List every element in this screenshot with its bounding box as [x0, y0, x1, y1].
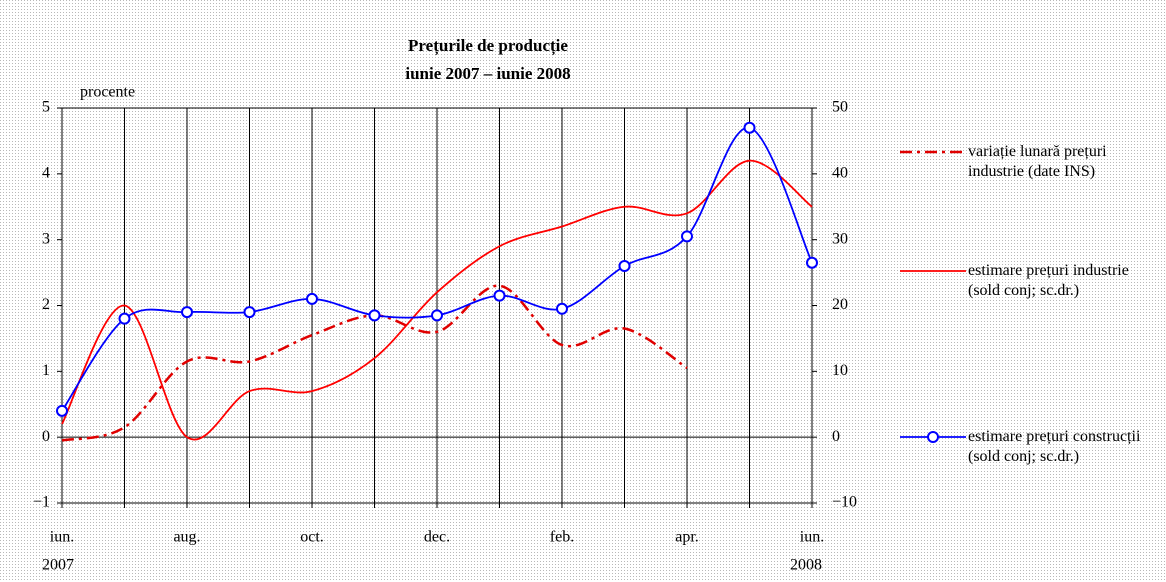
y-tick-label: 2	[42, 296, 50, 313]
data-point	[118, 312, 131, 325]
legend-label: estimare prețuri industrie (sold conj; s…	[968, 262, 1129, 299]
y-tick-label: 3	[42, 230, 50, 247]
data-point	[681, 230, 693, 243]
y2-tick-label: 30	[832, 230, 848, 247]
y2-tick-label: −10	[832, 494, 857, 511]
x-tick-label: oct.	[300, 529, 324, 546]
data-point	[306, 292, 318, 305]
series-line	[61, 159, 813, 441]
x-tick-label: iun.	[50, 529, 74, 546]
x-tick-label: aug.	[173, 529, 200, 546]
data-point	[743, 121, 756, 134]
legend-marker	[927, 431, 939, 443]
y2-tick-label: 20	[832, 296, 848, 313]
chart-subtitle: iunie 2007 – iunie 2008	[405, 64, 570, 83]
legend-label: variație lunară prețuri industrie (date …	[968, 143, 1107, 180]
x-tick-label: feb.	[550, 529, 574, 546]
data-point	[806, 256, 818, 269]
y-tick-label: −1	[33, 494, 50, 511]
legend-label: estimare prețuri construcții (sold conj;…	[968, 428, 1141, 465]
y-tick-label: 1	[42, 362, 50, 379]
data-point	[181, 306, 193, 319]
y2-tick-label: 40	[832, 165, 848, 182]
data-point	[368, 309, 381, 322]
year-label: 2008	[790, 557, 822, 574]
y-tick-label: 0	[42, 428, 50, 445]
y-tick-label: 4	[42, 165, 50, 182]
y2-tick-label: 50	[832, 99, 848, 116]
data-point	[56, 404, 68, 417]
data-point	[431, 309, 443, 322]
data-point	[243, 306, 256, 319]
data-point	[556, 302, 568, 315]
chart-title: Prețurile de producție	[408, 36, 568, 56]
y-tick-label: 5	[42, 99, 50, 116]
y-axis-label: procente	[80, 84, 135, 101]
x-tick-label: dec.	[424, 529, 450, 546]
y2-tick-label: 0	[832, 428, 840, 445]
data-point	[618, 260, 631, 272]
year-label: 2007	[42, 557, 74, 574]
data-point	[493, 289, 506, 302]
y2-tick-label: 10	[832, 362, 848, 379]
x-tick-label: iun.	[800, 529, 824, 546]
x-tick-label: apr.	[675, 529, 699, 546]
